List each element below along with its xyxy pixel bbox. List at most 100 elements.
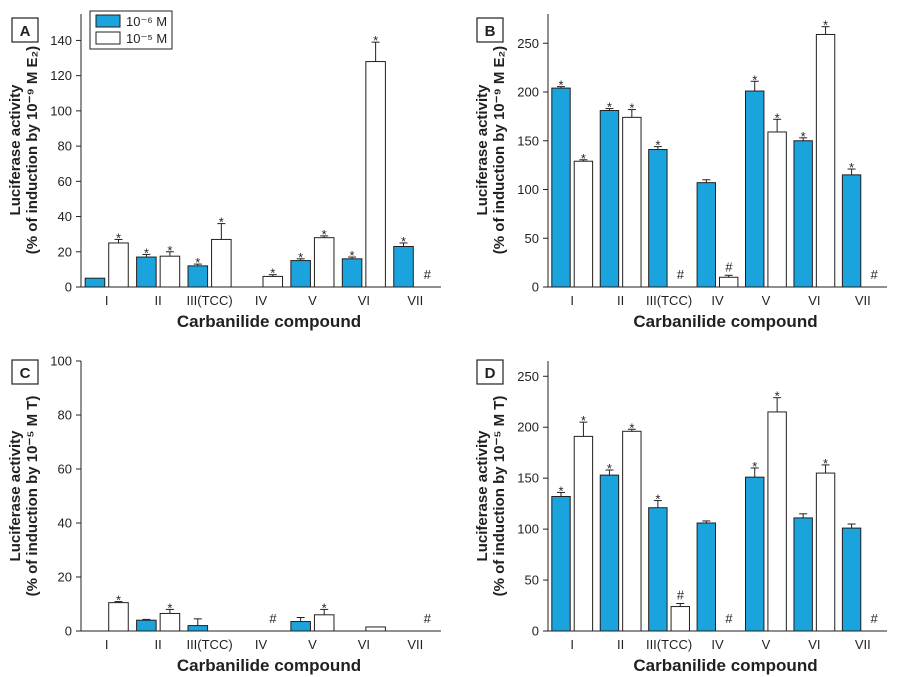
bar xyxy=(365,61,386,288)
significance-star: * xyxy=(167,243,172,258)
y-tick-label: 0 xyxy=(65,624,72,639)
bar xyxy=(622,430,642,632)
bar xyxy=(211,238,232,288)
y-tick-label: 50 xyxy=(525,573,539,588)
bar xyxy=(290,621,311,632)
bar xyxy=(393,245,414,288)
bar xyxy=(815,33,836,288)
significance-star: * xyxy=(195,255,200,270)
significance-star: * xyxy=(775,389,780,404)
y-tick-label: 20 xyxy=(58,570,72,585)
significance-star: * xyxy=(322,600,327,615)
significance-star: * xyxy=(629,101,634,116)
bar xyxy=(108,242,129,288)
chart-panel-b: B 0 50 100 150 200 250 Luciferase activity (% of… xyxy=(474,14,887,331)
hash-mark: # xyxy=(423,267,431,282)
bar xyxy=(551,87,571,288)
panel-letter: A xyxy=(20,23,31,40)
significance-star: * xyxy=(581,151,586,166)
significance-star: * xyxy=(655,138,660,153)
significance-star: * xyxy=(558,78,563,93)
significance-star: * xyxy=(116,593,121,608)
legend-swatch-high xyxy=(95,31,121,45)
bar xyxy=(719,276,739,288)
hash-mark: # xyxy=(870,611,878,626)
bar xyxy=(573,435,594,632)
y-axis-label-line1: Luciferase activity xyxy=(474,430,491,562)
y-tick-label: 80 xyxy=(58,139,72,154)
significance-star: * xyxy=(823,456,828,471)
y-axis-label: Luciferase activity (% of induction by 10… xyxy=(474,396,508,597)
x-tick-label: VII xyxy=(855,637,871,652)
x-tick-label: III(TCC) xyxy=(646,293,692,308)
y-tick-label: 20 xyxy=(58,244,72,259)
hash-mark: # xyxy=(269,611,277,626)
x-tick-label: I xyxy=(105,293,109,308)
hash-mark: # xyxy=(725,259,733,274)
y-tick-label: 120 xyxy=(50,68,72,83)
y-axis-label: Luciferase activity (% of induction by 10… xyxy=(7,46,41,254)
bar xyxy=(648,149,668,288)
x-tick-label: I xyxy=(105,637,109,652)
significance-star: * xyxy=(752,72,757,87)
legend: 10⁻⁶ M 10⁻⁵ M xyxy=(89,10,173,50)
x-tick-label: V xyxy=(308,293,317,308)
panel-letter-box xyxy=(476,359,504,385)
y-tick-label: 40 xyxy=(58,209,72,224)
bar xyxy=(622,116,642,288)
significance-star: * xyxy=(655,492,660,507)
x-tick-label: III(TCC) xyxy=(186,293,232,308)
significance-star: * xyxy=(322,227,327,242)
bar xyxy=(187,625,209,632)
x-axis-label: Carbanilide compound xyxy=(633,656,817,675)
bar xyxy=(648,507,668,632)
bar xyxy=(745,476,765,632)
panel-letter: D xyxy=(485,365,496,382)
x-tick-label: IV xyxy=(711,293,724,308)
hash-mark: # xyxy=(677,267,685,282)
significance-star: * xyxy=(219,215,224,230)
x-tick-label: I xyxy=(570,293,574,308)
bar xyxy=(815,472,836,632)
significance-star: * xyxy=(401,234,406,249)
bar xyxy=(696,182,717,288)
bar xyxy=(696,522,717,632)
bar xyxy=(745,90,765,288)
significance-star: * xyxy=(775,110,780,125)
y-tick-label: 100 xyxy=(517,182,539,197)
bar xyxy=(313,237,335,288)
bar xyxy=(365,626,386,632)
legend-label-low: 10⁻⁶ M xyxy=(126,14,167,29)
bar xyxy=(159,612,181,632)
significance-star: * xyxy=(116,230,121,245)
bar xyxy=(767,131,787,288)
x-tick-label: III(TCC) xyxy=(646,637,692,652)
hash-mark: # xyxy=(677,587,685,602)
significance-star: * xyxy=(629,420,634,435)
bar xyxy=(841,527,862,632)
significance-star: * xyxy=(350,248,355,263)
y-tick-label: 50 xyxy=(525,231,539,246)
y-tick-label: 100 xyxy=(517,522,539,537)
y-tick-label: 250 xyxy=(517,369,539,384)
bar xyxy=(136,256,157,288)
hash-mark: # xyxy=(423,611,431,626)
significance-star: * xyxy=(607,461,612,476)
significance-star: * xyxy=(298,250,303,265)
x-tick-label: VI xyxy=(358,293,370,308)
y-tick-label: 100 xyxy=(50,103,72,118)
hash-mark: # xyxy=(870,267,878,282)
chart-panel-c: C 0 20 40 60 80 100 Luciferase activity (% of in… xyxy=(7,354,441,675)
y-axis-label: Luciferase activity (% of induction by 10… xyxy=(474,46,508,254)
y-axis-label: Luciferase activity (% of induction by 10… xyxy=(7,396,41,597)
y-tick-label: 150 xyxy=(517,133,539,148)
bar xyxy=(670,606,690,632)
y-tick-label: 200 xyxy=(517,420,539,435)
legend-swatch-low xyxy=(95,14,121,28)
hash-mark: # xyxy=(725,611,733,626)
x-tick-label: IV xyxy=(711,637,724,652)
y-tick-label: 60 xyxy=(58,462,72,477)
bar xyxy=(793,517,813,632)
significance-star: * xyxy=(823,18,828,33)
significance-star: * xyxy=(801,129,806,144)
